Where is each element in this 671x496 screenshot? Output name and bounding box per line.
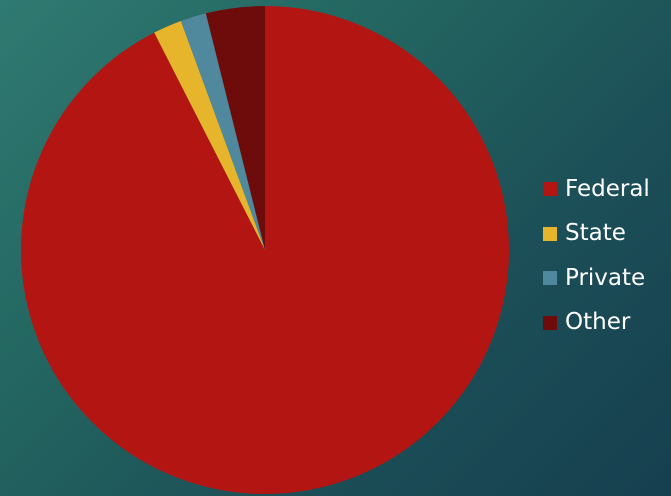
legend-label: State: [565, 220, 626, 247]
pie-slice-state: [154, 20, 265, 250]
legend-label: Private: [565, 264, 646, 291]
pie-slice-private: [180, 13, 265, 251]
chart-legend: Federal State Private Other: [543, 167, 650, 345]
pie-slices: [20, 5, 510, 494]
legend-label: Other: [565, 309, 631, 336]
legend-swatch: [543, 315, 557, 330]
legend-swatch: [543, 182, 557, 197]
legend-label: Federal: [565, 175, 650, 202]
legend-item-federal: Federal: [543, 167, 650, 212]
legend-item-private: Private: [543, 256, 650, 301]
legend-swatch: [543, 226, 557, 241]
legend-item-state: State: [543, 212, 650, 257]
pie-slice-other: [205, 5, 265, 250]
legend-swatch: [543, 271, 557, 286]
legend-item-other: Other: [543, 301, 650, 346]
